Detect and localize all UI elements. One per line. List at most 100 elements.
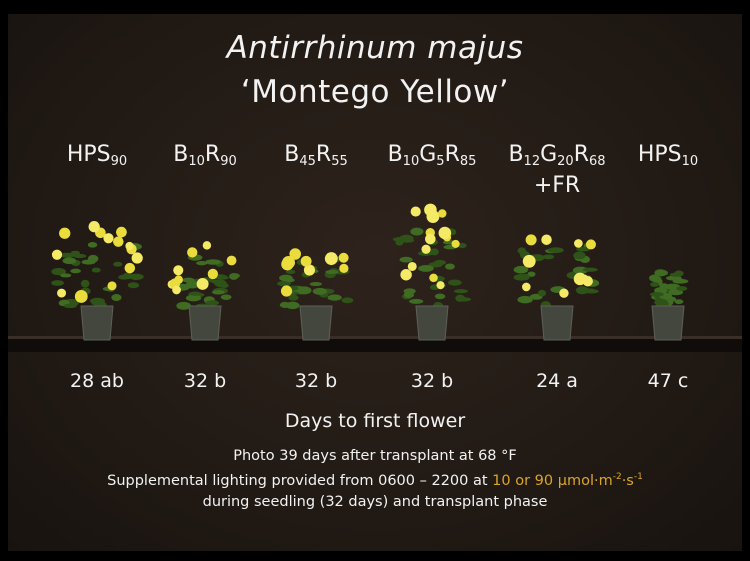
treatment-label: HPS90	[32, 143, 162, 174]
label-text: HPS	[637, 142, 682, 167]
leaf	[127, 282, 140, 289]
leaf	[196, 260, 208, 266]
leaf	[277, 281, 291, 287]
subscript: 12	[523, 154, 541, 169]
caption: Days to first flower	[284, 410, 466, 432]
leaf	[220, 294, 232, 300]
slide	[8, 14, 742, 551]
flower	[559, 288, 569, 298]
leaf	[205, 259, 221, 265]
leaf	[176, 301, 192, 310]
superscript: -1	[633, 472, 643, 482]
flower	[59, 227, 71, 239]
flower	[438, 209, 447, 218]
result: 47 c	[647, 370, 689, 392]
leaf	[211, 290, 225, 295]
title-line: Antirrhinum majus	[226, 30, 524, 66]
leaf	[62, 257, 77, 265]
leaf	[410, 227, 424, 236]
subscript: 20	[557, 154, 574, 169]
leaf	[111, 294, 122, 302]
leaf	[213, 275, 229, 280]
flower	[74, 290, 88, 303]
flower	[421, 244, 431, 254]
leaf	[672, 278, 689, 284]
flower	[429, 273, 438, 283]
flower	[51, 249, 63, 260]
leaf	[409, 298, 424, 304]
result: 32 b	[410, 370, 454, 392]
leaf	[87, 241, 98, 248]
flower	[300, 255, 312, 267]
flower	[124, 262, 136, 274]
pot	[188, 305, 222, 341]
label-text: +FR	[533, 173, 581, 198]
leaf	[444, 263, 455, 270]
leaf	[576, 246, 591, 252]
flower	[303, 264, 316, 276]
leaf	[649, 274, 660, 282]
leaf	[70, 250, 81, 255]
flower	[172, 285, 181, 295]
subscript: 45	[299, 154, 316, 169]
pot	[540, 305, 574, 341]
note-line: Supplemental lighting provided from 0600…	[0, 472, 750, 489]
flower	[425, 233, 436, 245]
subscript: 90	[220, 154, 237, 169]
leaf	[91, 299, 102, 306]
leaf	[113, 261, 123, 267]
pot	[415, 305, 449, 341]
leaf	[128, 273, 144, 280]
label-text: B	[508, 142, 524, 167]
note-line: Photo 39 days after transplant at 68 °F	[0, 448, 750, 464]
leaf	[537, 289, 546, 297]
flower	[525, 234, 537, 246]
flower	[522, 282, 531, 292]
note-text: during seedling (32 days) and transplant…	[202, 494, 548, 510]
superscript: -2	[612, 472, 622, 482]
flower	[400, 269, 412, 281]
treatment-label: B12G20R68 +FR	[492, 143, 622, 198]
subscript: 90	[110, 154, 128, 169]
subscript: 55	[331, 154, 348, 169]
leaf	[91, 267, 101, 273]
flower	[522, 254, 536, 268]
leaf	[457, 242, 467, 249]
leaf	[674, 270, 684, 277]
result: 32 b	[183, 370, 227, 392]
subscript: 10	[681, 154, 699, 169]
leaf	[59, 252, 75, 258]
flower	[187, 247, 198, 258]
flower	[339, 263, 349, 273]
flower	[451, 239, 460, 248]
flower	[226, 255, 237, 266]
leaf	[280, 301, 290, 308]
note-text: Photo 39 days after transplant at 68 °F	[233, 448, 517, 464]
label-text: G	[540, 142, 558, 167]
leaf	[51, 267, 67, 276]
flower	[57, 288, 67, 298]
leaf	[309, 281, 323, 287]
leaf	[210, 279, 220, 284]
leaf	[51, 280, 64, 286]
leaf	[542, 254, 555, 260]
treatment-label: B45R55	[251, 143, 381, 174]
flower	[338, 252, 349, 263]
highlight-text: ·s	[621, 472, 634, 489]
flower	[574, 239, 583, 248]
flower	[88, 221, 100, 233]
flower	[407, 261, 417, 271]
leaf	[448, 279, 462, 286]
leaf	[87, 254, 99, 263]
result: 24 a	[536, 370, 578, 392]
label-text: R	[204, 142, 221, 167]
flower	[196, 278, 209, 290]
leaf	[341, 297, 354, 304]
leaf	[664, 283, 681, 290]
note-line: during seedling (32 days) and transplant…	[0, 494, 750, 510]
subscript: 85	[459, 154, 477, 169]
pot	[651, 305, 685, 341]
leaf	[80, 279, 90, 288]
label-text: HPS	[66, 142, 111, 167]
